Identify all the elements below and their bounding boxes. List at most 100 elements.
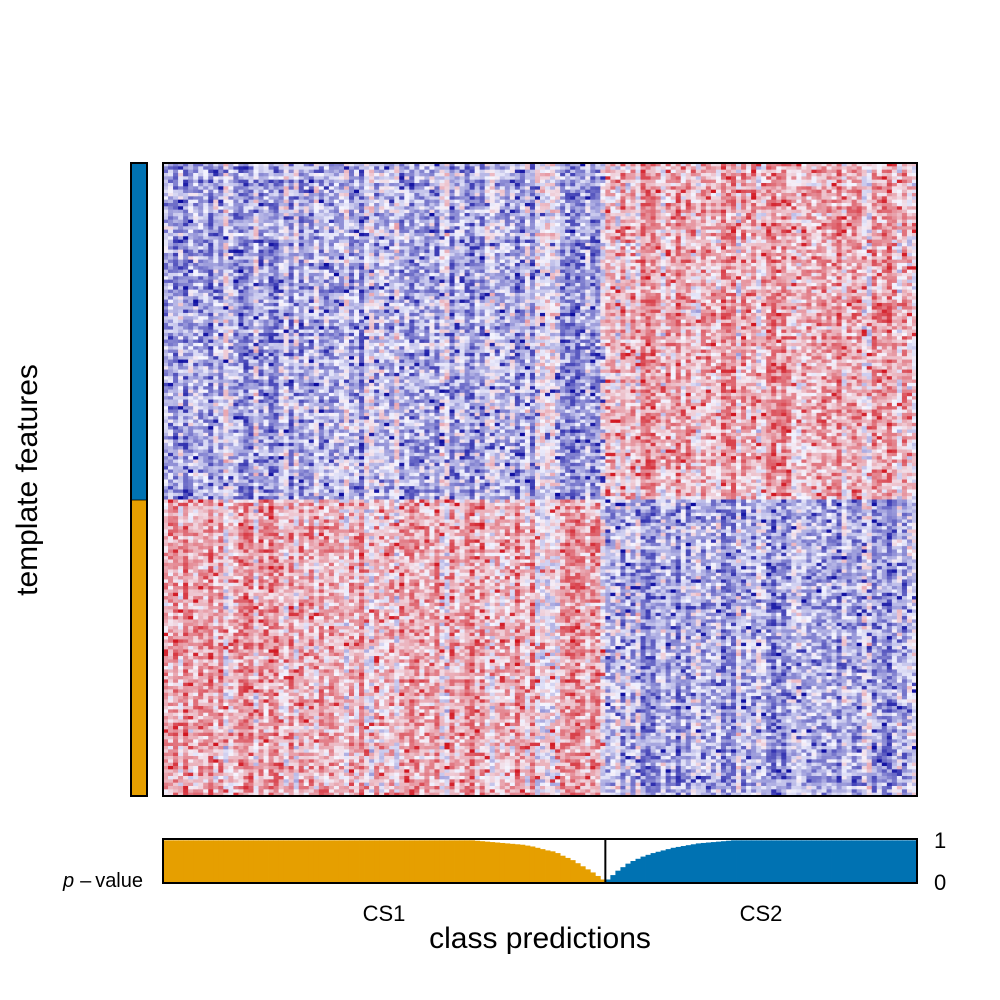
heatmap-cell xyxy=(324,193,329,197)
heatmap-cell xyxy=(897,243,902,247)
heatmap-cell xyxy=(465,206,470,210)
heatmap-cell xyxy=(811,206,816,210)
heatmap-cell xyxy=(766,216,771,220)
heatmap-cell xyxy=(661,230,666,234)
heatmap-cell xyxy=(329,256,334,260)
heatmap-cell xyxy=(218,183,223,187)
heatmap-cell xyxy=(259,253,264,257)
heatmap-cell xyxy=(706,253,711,257)
heatmap-cell xyxy=(394,230,399,234)
heatmap-cell xyxy=(641,210,646,214)
heatmap-cell xyxy=(193,236,198,240)
heatmap-cell xyxy=(585,190,590,194)
heatmap-cell xyxy=(595,243,600,247)
heatmap-cell xyxy=(173,170,178,174)
heatmap-cell xyxy=(666,213,671,217)
heatmap-cell xyxy=(852,206,857,210)
heatmap-cell xyxy=(183,233,188,237)
heatmap-cell xyxy=(852,263,857,267)
heatmap-cell xyxy=(470,236,475,240)
heatmap-cell xyxy=(706,180,711,184)
heatmap-cell xyxy=(429,266,434,270)
heatmap-cell xyxy=(806,183,811,187)
heatmap-cell xyxy=(233,243,238,247)
heatmap-cell xyxy=(907,176,912,180)
heatmap-cell xyxy=(299,186,304,190)
heatmap-cell xyxy=(580,216,585,220)
heatmap-cell xyxy=(444,170,449,174)
heatmap-cell xyxy=(646,240,651,244)
heatmap-cell xyxy=(661,210,666,214)
heatmap-cell xyxy=(289,176,294,180)
heatmap-cell xyxy=(203,166,208,170)
heatmap-cell xyxy=(203,220,208,224)
heatmap-cell xyxy=(444,246,449,250)
heatmap-cell xyxy=(832,250,837,254)
heatmap-cell xyxy=(821,203,826,207)
heatmap-cell xyxy=(289,256,294,260)
heatmap-cell xyxy=(450,183,455,187)
heatmap-cell xyxy=(183,260,188,264)
heatmap-cell xyxy=(274,180,279,184)
heatmap-cell xyxy=(575,223,580,227)
heatmap-cell xyxy=(269,236,274,240)
heatmap-cell xyxy=(741,240,746,244)
heatmap-cell xyxy=(746,206,751,210)
heatmap-cell xyxy=(615,193,620,197)
heatmap-cell xyxy=(233,240,238,244)
heatmap-cell xyxy=(329,186,334,190)
heatmap-cell xyxy=(510,210,515,214)
heatmap-cell xyxy=(696,256,701,260)
heatmap-cell xyxy=(771,166,776,170)
heatmap-cell xyxy=(329,190,334,194)
heatmap-cell xyxy=(299,220,304,224)
heatmap-cell xyxy=(887,260,892,264)
heatmap-cell xyxy=(334,270,339,274)
heatmap-cell xyxy=(535,200,540,204)
heatmap-cell xyxy=(796,190,801,194)
heatmap-cell xyxy=(857,216,862,220)
heatmap-cell xyxy=(279,223,284,227)
heatmap-cell xyxy=(605,256,610,260)
heatmap-cell xyxy=(590,200,595,204)
heatmap-cell xyxy=(510,186,515,190)
heatmap-cell xyxy=(801,196,806,200)
heatmap-cell xyxy=(444,203,449,207)
heatmap-cell xyxy=(384,263,389,267)
heatmap-cell xyxy=(535,256,540,260)
heatmap-cell xyxy=(444,240,449,244)
heatmap-cell xyxy=(409,186,414,190)
heatmap-cell xyxy=(369,243,374,247)
heatmap-cell xyxy=(666,220,671,224)
heatmap-cell xyxy=(349,203,354,207)
heatmap-cell xyxy=(776,233,781,237)
heatmap-cell xyxy=(595,233,600,237)
heatmap-cell xyxy=(223,200,228,204)
heatmap-cell xyxy=(766,223,771,227)
heatmap-cell xyxy=(636,213,641,217)
heatmap-cell xyxy=(429,206,434,210)
heatmap-cell xyxy=(646,250,651,254)
heatmap-cell xyxy=(259,250,264,254)
heatmap-cell xyxy=(208,196,213,200)
heatmap-cell xyxy=(314,240,319,244)
heatmap-cell xyxy=(590,186,595,190)
heatmap-cell xyxy=(867,246,872,250)
heatmap-cell xyxy=(203,226,208,230)
heatmap-cell xyxy=(625,203,630,207)
heatmap-cell xyxy=(636,270,641,274)
heatmap-cell xyxy=(198,253,203,257)
heatmap-cell xyxy=(545,266,550,270)
heatmap-cell xyxy=(490,243,495,247)
heatmap-cell xyxy=(746,193,751,197)
heatmap-cell xyxy=(439,256,444,260)
heatmap-cell xyxy=(178,226,183,230)
heatmap-cell xyxy=(510,263,515,267)
heatmap-cell xyxy=(419,263,424,267)
heatmap-cell xyxy=(661,216,666,220)
heatmap-cell xyxy=(555,236,560,240)
heatmap-cell xyxy=(681,206,686,210)
heatmap-cell xyxy=(691,236,696,240)
heatmap-cell xyxy=(218,206,223,210)
heatmap-cell xyxy=(636,180,641,184)
